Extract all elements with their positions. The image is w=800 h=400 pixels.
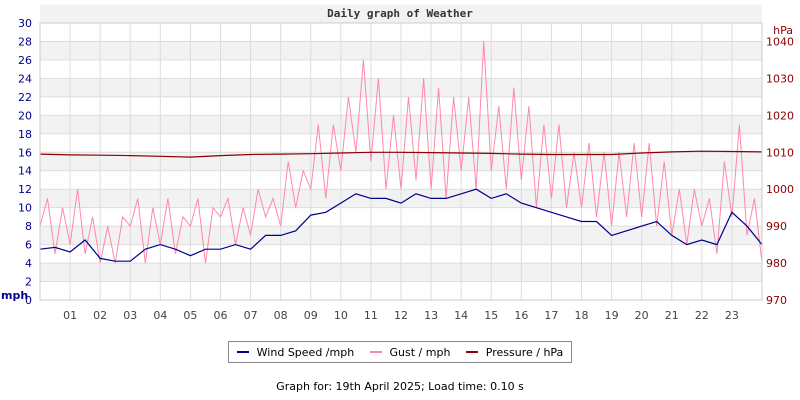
left-tick-label: 8: [25, 220, 32, 233]
x-tick-label: 20: [635, 309, 649, 322]
right-tick-label: 970: [766, 294, 787, 307]
left-tick-label: 26: [18, 54, 32, 67]
left-tick-label: 12: [18, 183, 32, 196]
x-tick-label: 13: [424, 309, 438, 322]
left-tick-label: 24: [18, 72, 32, 85]
x-tick-label: 06: [214, 309, 228, 322]
x-tick-label: 22: [695, 309, 709, 322]
left-tick-label: 14: [18, 165, 32, 178]
x-tick-label: 14: [454, 309, 468, 322]
left-tick-label: 16: [18, 146, 32, 159]
left-tick-label: 30: [18, 17, 32, 30]
x-tick-label: 16: [514, 309, 528, 322]
left-tick-label: 4: [25, 257, 32, 270]
series-lines: [39, 41, 763, 264]
right-tick-label: 1040: [766, 35, 794, 48]
right-tick-label: 990: [766, 220, 787, 233]
x-tick-label: 01: [63, 309, 77, 322]
right-axis-label: hPa: [773, 24, 793, 37]
legend-item-gust: Gust / mph: [369, 345, 451, 359]
right-tick-label: 1020: [766, 109, 794, 122]
x-tick-label: 23: [725, 309, 739, 322]
left-tick-label: 18: [18, 128, 32, 141]
right-tick-label: 1030: [766, 72, 794, 85]
weather-chart: Daily graph of Weather 02468101214161820…: [1, 4, 794, 322]
x-tick-label: 15: [484, 309, 498, 322]
x-tick-label: 04: [153, 309, 167, 322]
x-tick-label: 11: [364, 309, 378, 322]
x-tick-label: 10: [334, 309, 348, 322]
right-tick-label: 1010: [766, 146, 794, 159]
x-tick-label: 12: [394, 309, 408, 322]
x-tick-label: 19: [605, 309, 619, 322]
left-tick-label: 22: [18, 91, 32, 104]
series-line-pressure: [39, 150, 763, 158]
legend-label-wind: Wind Speed /mph: [256, 345, 355, 359]
legend-label-gust: Gust / mph: [389, 345, 451, 359]
right-tick-label: 1000: [766, 183, 794, 196]
chart-title: Daily graph of Weather: [327, 7, 473, 20]
footer-text: Graph for: 19th April 2025; Load time: 0…: [276, 380, 524, 393]
x-tick-label: 03: [123, 309, 137, 322]
left-tick-label: 2: [25, 276, 32, 289]
x-tick-label: 18: [575, 309, 589, 322]
wind-swatch: [236, 351, 249, 353]
x-tick-label: 02: [93, 309, 107, 322]
legend-item-wind: Wind Speed /mph: [236, 345, 355, 359]
left-tick-label: 28: [18, 35, 32, 48]
left-tick-label: 0: [25, 294, 32, 307]
left-tick-label: 10: [18, 202, 32, 215]
band: [40, 4, 762, 24]
legend: Wind Speed /mph Gust / mph Pressure / hP…: [228, 341, 572, 363]
x-axis-ticks: 01 02 03 04 05 06 07 08 09 10 11 12 13 14 15 16 17 18 19 20…: [63, 309, 739, 322]
series-line-wind: [39, 188, 763, 262]
x-tick-label: 17: [544, 309, 558, 322]
x-tick-label: 07: [244, 309, 258, 322]
plot-frame: [39, 22, 763, 301]
left-tick-label: 20: [18, 109, 32, 122]
pressure-swatch: [465, 351, 478, 353]
legend-label-pressure: Pressure / hPa: [485, 345, 564, 359]
left-tick-label: 6: [25, 239, 32, 252]
left-axis-label: mph: [1, 289, 28, 302]
x-tick-label: 09: [304, 309, 318, 322]
gust-swatch: [369, 351, 382, 353]
right-tick-label: 980: [766, 257, 787, 270]
x-tick-label: 08: [274, 309, 288, 322]
x-tick-label: 21: [665, 309, 679, 322]
right-axis-ticks: 970 980 990 1000 1010 1020 1030 1040: [766, 35, 794, 307]
legend-item-pressure: Pressure / hPa: [465, 345, 564, 359]
x-tick-label: 05: [183, 309, 197, 322]
